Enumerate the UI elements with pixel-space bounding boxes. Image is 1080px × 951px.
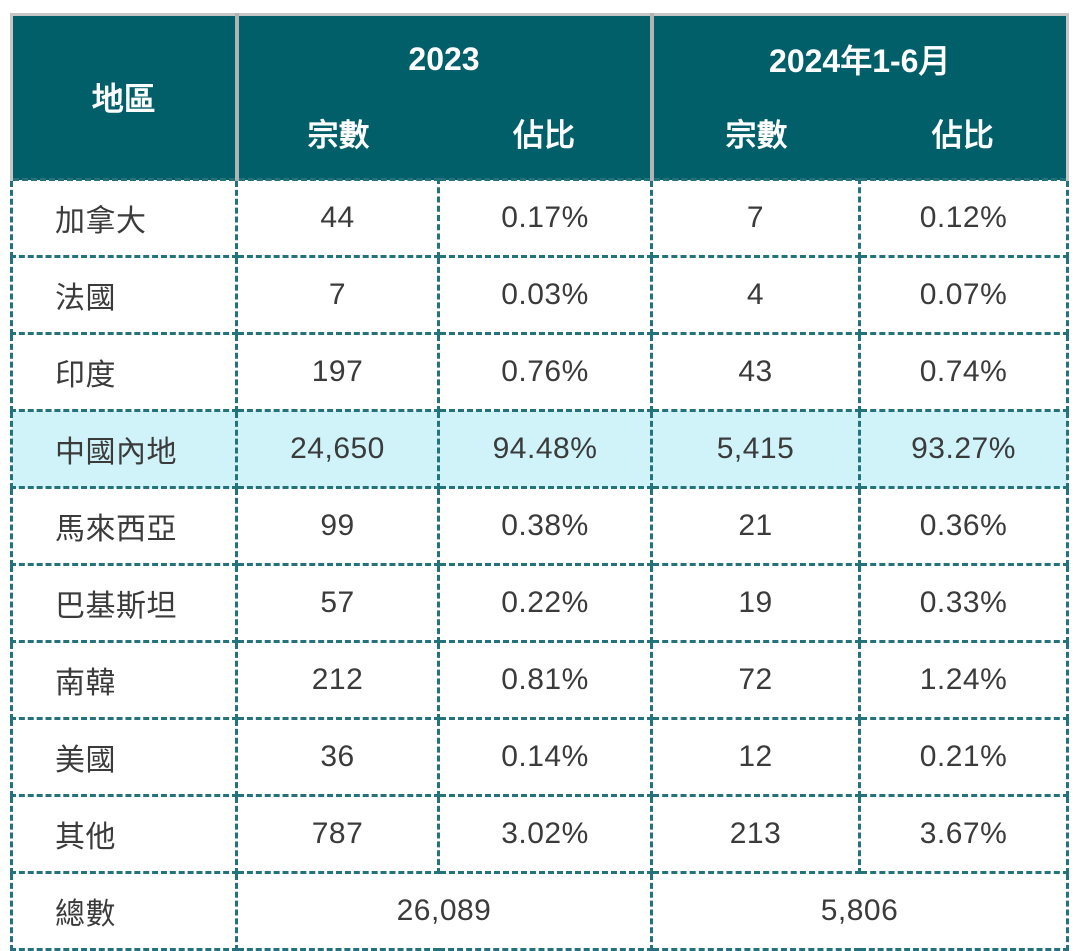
share-2024-cell: 0.74% (857, 332, 1070, 412)
count-2023-cell: 787 (235, 794, 440, 874)
region-cell: 其他 (10, 794, 238, 874)
table-row-india: 印度 197 0.76% 43 0.74% (10, 332, 1070, 412)
count-2023-cell: 212 (235, 640, 440, 720)
region-cell: 加拿大 (10, 178, 238, 258)
header-2023-count: 宗數 (236, 95, 439, 180)
count-2024-cell: 19 (650, 563, 861, 643)
share-2023-cell: 0.76% (437, 332, 653, 412)
table-row-usa: 美國 36 0.14% 12 0.21% (10, 717, 1070, 797)
header-2023-share: 佔比 (438, 95, 654, 180)
count-2023-cell: 197 (235, 332, 440, 412)
count-2023-cell: 36 (235, 717, 440, 797)
count-2024-cell: 4 (650, 255, 861, 335)
count-2023-cell: 57 (235, 563, 440, 643)
count-2023-cell: 99 (235, 486, 440, 566)
header-group-2024: 2024年1-6月 (651, 13, 1070, 95)
region-cell: 印度 (10, 332, 238, 412)
header-2024-count: 宗數 (651, 95, 860, 180)
region-cell: 美國 (10, 717, 238, 797)
count-2023-cell: 44 (235, 178, 440, 258)
header-group-2023: 2023 (236, 13, 654, 95)
region-cell: 巴基斯坦 (10, 563, 238, 643)
region-statistics-table-container: 地區 2023 2024年1-6月 宗數 佔比 宗數 佔比 加拿大 44 0.1… (10, 13, 1070, 951)
count-2024-cell: 5,415 (650, 409, 861, 489)
count-2023-cell: 24,650 (235, 409, 440, 489)
count-2023-cell: 7 (235, 255, 440, 335)
table-header: 地區 2023 2024年1-6月 宗數 佔比 宗數 佔比 (10, 13, 1070, 180)
header-region: 地區 (10, 13, 239, 180)
share-2023-cell: 0.22% (437, 563, 653, 643)
table-body: 加拿大 44 0.17% 7 0.12% 法國 7 0.03% 4 0.07% … (10, 178, 1070, 951)
table-row-total: 總數 26,089 5,806 (10, 871, 1070, 951)
table-row-malaysia: 馬來西亞 99 0.38% 21 0.36% (10, 486, 1070, 566)
region-cell: 馬來西亞 (10, 486, 238, 566)
table-row-canada: 加拿大 44 0.17% 7 0.12% (10, 178, 1070, 258)
share-2024-cell: 93.27% (857, 409, 1070, 489)
count-2024-cell: 213 (650, 794, 861, 874)
table-row-mainland-china: 中國內地 24,650 94.48% 5,415 93.27% (10, 409, 1070, 489)
count-2024-cell: 12 (650, 717, 861, 797)
share-2023-cell: 0.17% (437, 178, 653, 258)
share-2024-cell: 3.67% (857, 794, 1070, 874)
share-2024-cell: 1.24% (857, 640, 1070, 720)
total-2023-cell: 26,089 (235, 871, 653, 951)
count-2024-cell: 21 (650, 486, 861, 566)
region-statistics-table: 地區 2023 2024年1-6月 宗數 佔比 宗數 佔比 加拿大 44 0.1… (10, 13, 1070, 951)
count-2024-cell: 72 (650, 640, 861, 720)
share-2024-cell: 0.36% (857, 486, 1070, 566)
table-row-pakistan: 巴基斯坦 57 0.22% 19 0.33% (10, 563, 1070, 643)
share-2023-cell: 0.03% (437, 255, 653, 335)
total-label-cell: 總數 (10, 871, 238, 951)
header-2024-share: 佔比 (859, 95, 1070, 180)
share-2023-cell: 0.38% (437, 486, 653, 566)
table-row-france: 法國 7 0.03% 4 0.07% (10, 255, 1070, 335)
total-2024-cell: 5,806 (649, 871, 1070, 951)
share-2024-cell: 0.12% (857, 178, 1070, 258)
region-cell: 中國內地 (10, 409, 238, 489)
share-2024-cell: 0.21% (857, 717, 1070, 797)
share-2023-cell: 0.14% (437, 717, 653, 797)
share-2024-cell: 0.33% (857, 563, 1070, 643)
share-2023-cell: 94.48% (437, 409, 653, 489)
share-2024-cell: 0.07% (857, 255, 1070, 335)
count-2024-cell: 43 (650, 332, 861, 412)
share-2023-cell: 0.81% (437, 640, 653, 720)
count-2024-cell: 7 (650, 178, 861, 258)
table-row-south-korea: 南韓 212 0.81% 72 1.24% (10, 640, 1070, 720)
region-cell: 法國 (10, 255, 238, 335)
region-cell: 南韓 (10, 640, 238, 720)
table-row-others: 其他 787 3.02% 213 3.67% (10, 794, 1070, 874)
share-2023-cell: 3.02% (437, 794, 653, 874)
